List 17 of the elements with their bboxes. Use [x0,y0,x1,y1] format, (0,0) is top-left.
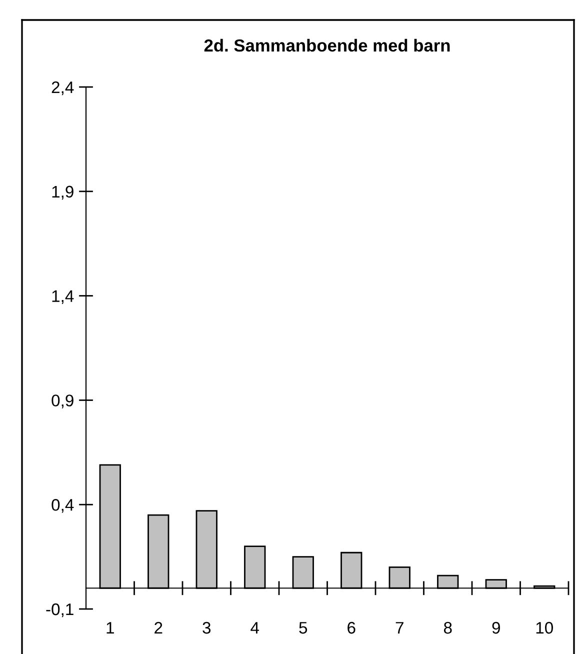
chart-title: 2d. Sammanboende med barn [204,38,450,52]
y-tick-label: 0,4 [52,499,74,513]
x-tick-label: 5 [299,622,308,634]
x-tick-label: 10 [536,622,553,634]
x-tick-label: 3 [202,622,211,634]
x-tick-label: 8 [444,622,452,634]
x-tick-label: 1 [106,622,114,634]
y-tick-label: 1,4 [52,290,74,304]
y-tick-label: 0,9 [52,394,74,408]
x-tick-label: 9 [492,622,500,634]
x-tick-label: 7 [396,622,404,634]
y-tick-label: 1,9 [52,186,74,200]
x-tick-label: 2 [154,622,162,634]
x-tick-label: 4 [250,622,260,634]
y-tick-label: 2,4 [52,81,74,96]
y-tick-label: -0,1 [46,603,74,618]
x-tick-label: 6 [348,622,356,634]
